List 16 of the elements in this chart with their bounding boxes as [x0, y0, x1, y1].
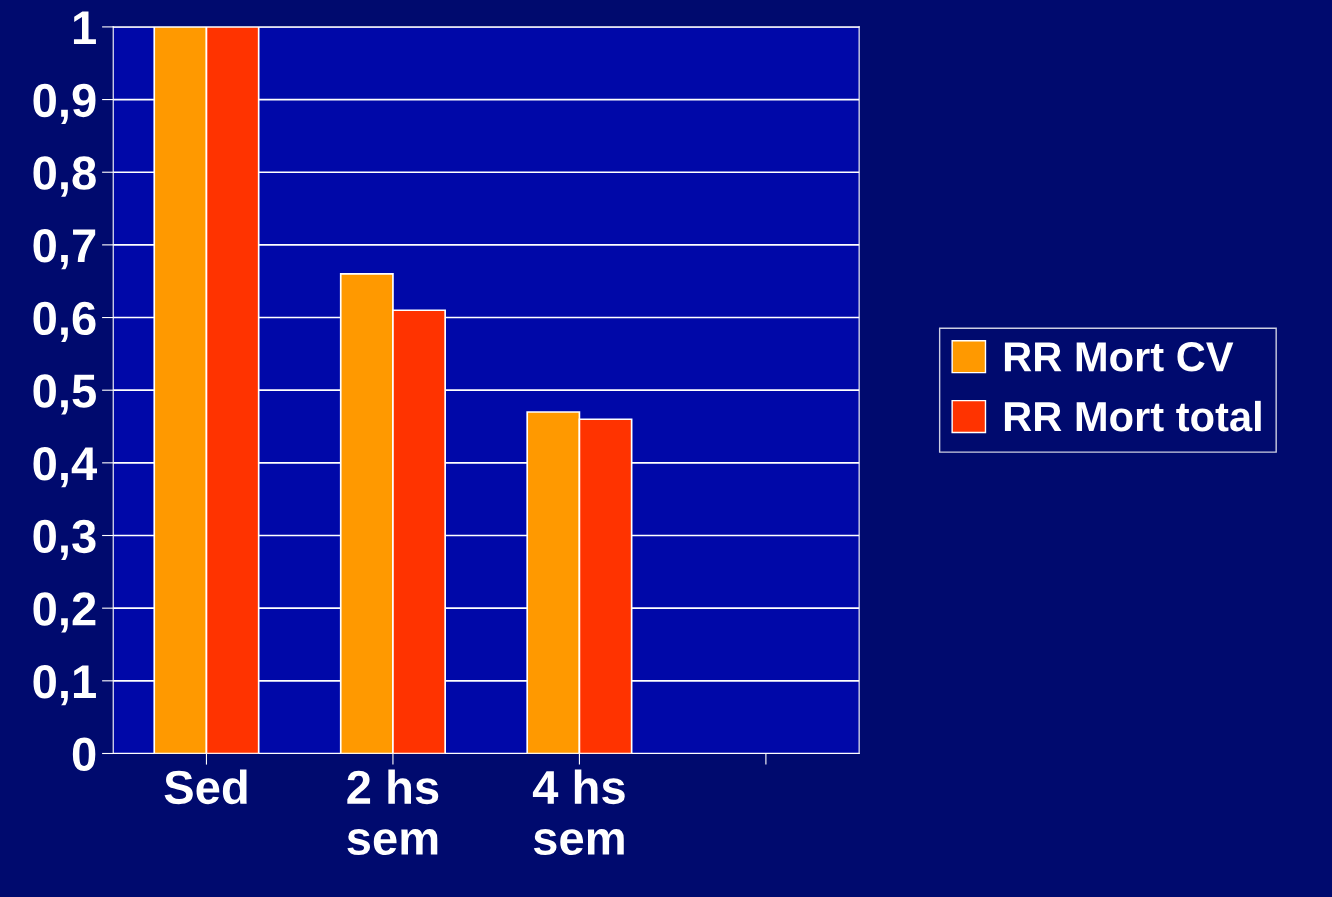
- y-tick-label: 0,7: [33, 229, 96, 270]
- y-tick-label: 1: [73, 11, 96, 45]
- y-tick-label: 0,4: [33, 446, 97, 488]
- x-tick-label: Sed: [164, 769, 247, 805]
- y-tick-label: 0,3: [33, 519, 96, 560]
- legend-label: RR Mort total: [1004, 400, 1261, 432]
- y-tick-label: 0,6: [33, 301, 96, 342]
- x-tick-label: 4 hs sem: [532, 769, 625, 855]
- y-tick-label: 0,5: [33, 374, 96, 415]
- y-tick-label: 0,8: [33, 156, 96, 197]
- legend-label: RR Mort CV: [1004, 342, 1234, 372]
- y-tick-label: 0,1: [33, 664, 96, 706]
- y-tick-label: 0,9: [33, 83, 96, 124]
- x-tick-label: 2 hs sem: [347, 769, 439, 855]
- y-tick-label: 0,2: [33, 592, 96, 633]
- y-tick-label: 0: [72, 737, 96, 772]
